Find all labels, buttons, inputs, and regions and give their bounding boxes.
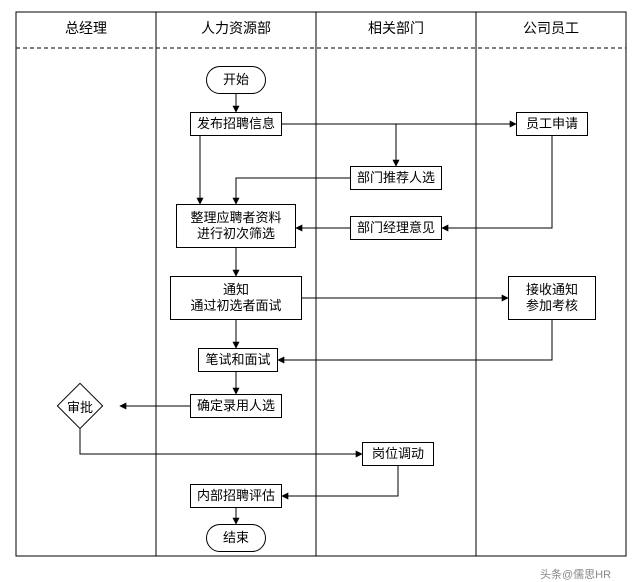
node-attend: 接收通知 参加考核 — [508, 276, 596, 320]
node-notify: 通知 通过初选者面试 — [170, 276, 302, 320]
lane-header-gm: 总经理 — [16, 18, 156, 38]
node-publish: 发布招聘信息 — [190, 112, 282, 136]
lane-header-hr: 人力资源部 — [156, 18, 316, 38]
node-recommend: 部门推荐人选 — [350, 166, 442, 190]
node-start: 开始 — [206, 66, 266, 94]
watermark: 头条@儒思HR — [540, 566, 611, 582]
node-exam: 笔试和面试 — [198, 348, 278, 372]
node-eval: 内部招聘评估 — [190, 484, 282, 508]
node-approve: 审批 — [40, 384, 120, 428]
node-end: 结束 — [206, 524, 266, 552]
node-label: 审批 — [40, 384, 120, 428]
lane-header-emp: 公司员工 — [476, 18, 626, 38]
flowchart-canvas: 总经理人力资源部相关部门公司员工开始发布招聘信息 员工申请部门推荐人选部门经理意见… — [0, 0, 640, 579]
node-screen: 整理应聘者资料 进行初次筛选 — [176, 204, 296, 248]
node-apply: 员工申请 — [516, 112, 588, 136]
node-transfer: 岗位调动 — [362, 442, 434, 466]
lane-header-dept: 相关部门 — [316, 18, 476, 38]
node-mgrop: 部门经理意见 — [350, 216, 442, 240]
node-hire: 确定录用人选 — [190, 394, 282, 418]
